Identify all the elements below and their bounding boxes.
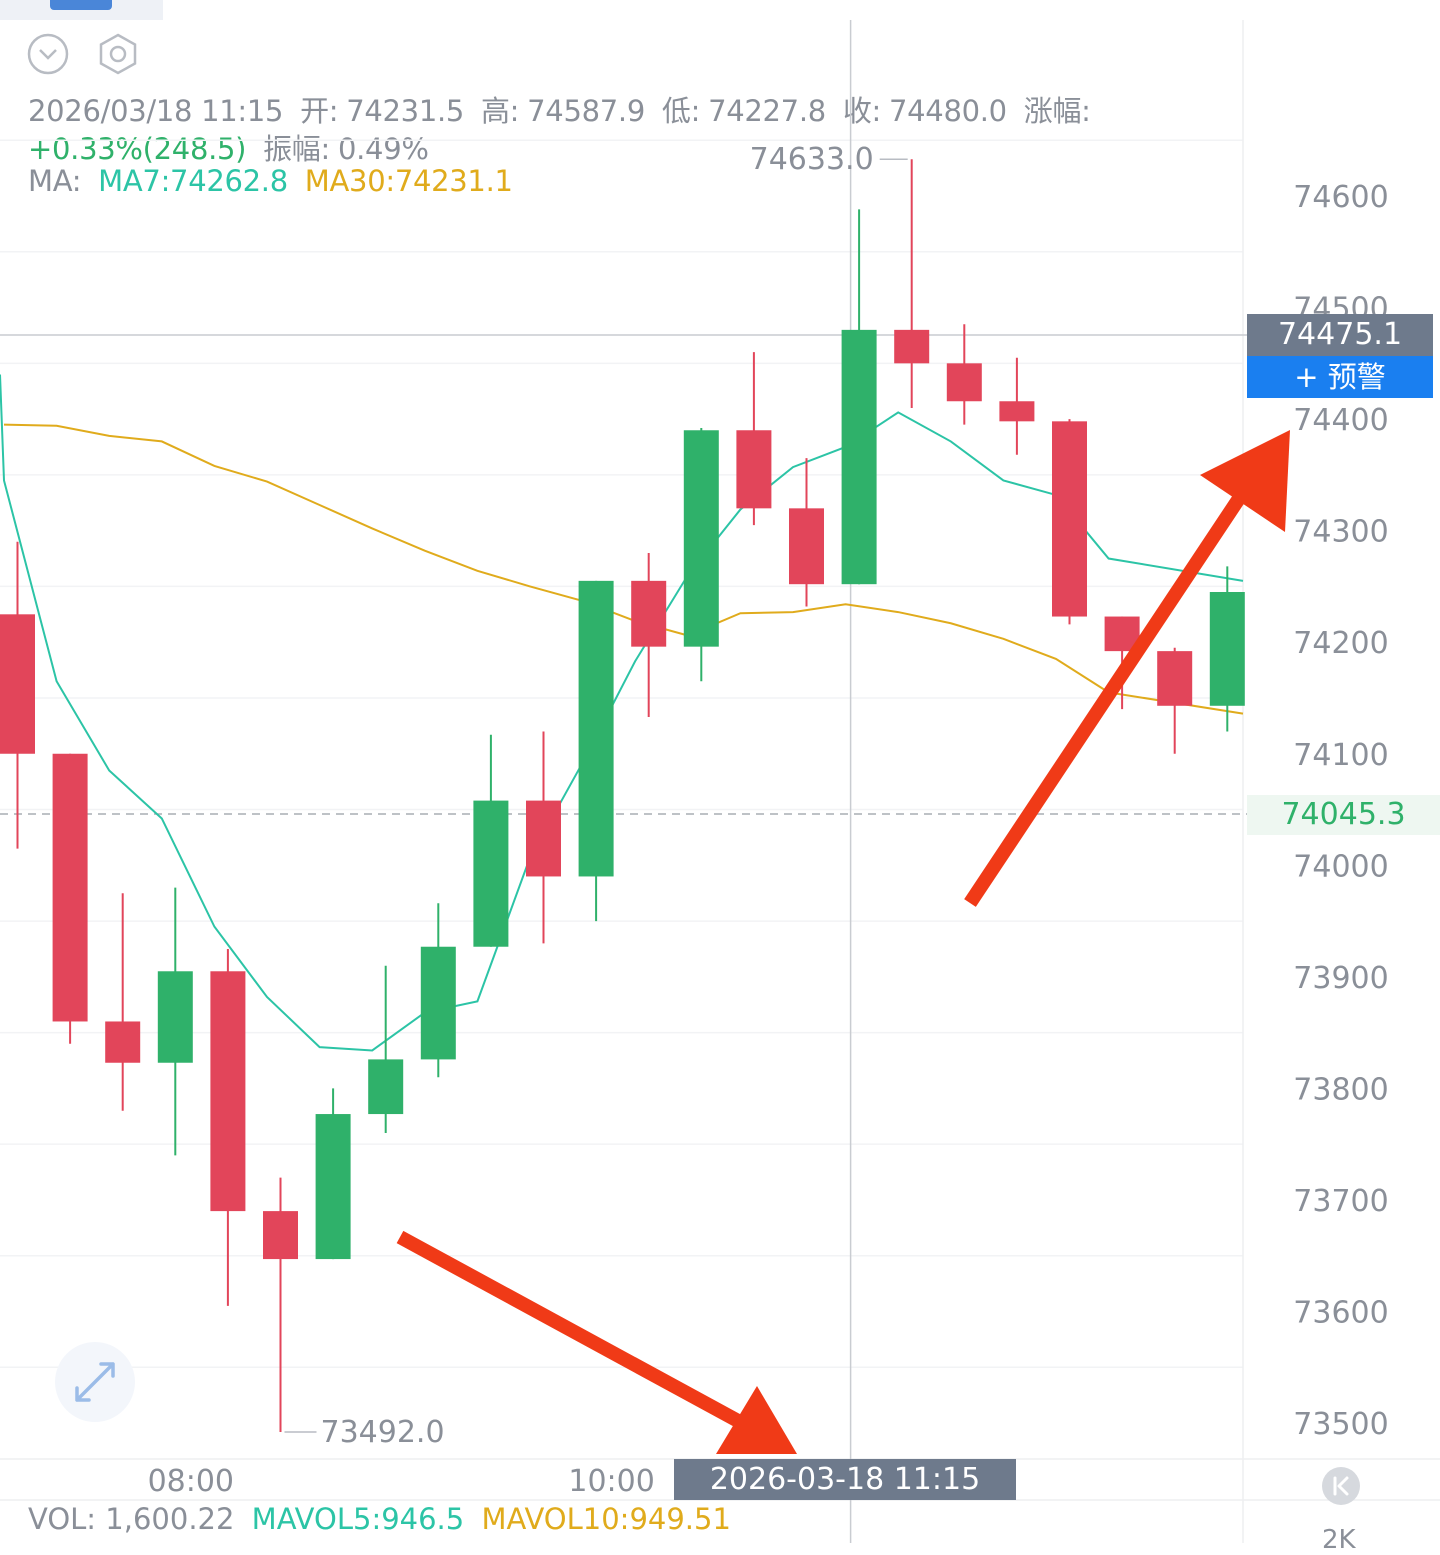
- expand-arrows-icon: [75, 1362, 115, 1402]
- volume-info-row: VOL: 1,600.22 MAVOL5:946.5 MAVOL10:949.5…: [28, 1502, 739, 1536]
- low-label: 低:: [661, 94, 701, 128]
- y-tick-label: 73900: [1293, 961, 1388, 996]
- close-value: 74480.0: [889, 94, 1007, 128]
- top-tab-indicator[interactable]: [50, 0, 112, 10]
- ma30-value: MA30:74231.1: [304, 164, 513, 198]
- candle-body: [263, 1211, 298, 1260]
- y-tick-label: 73500: [1293, 1407, 1388, 1442]
- annotation-arrow-up-shaft: [964, 496, 1244, 907]
- volume-axis-label: 2K: [1322, 1525, 1356, 1555]
- current-price-label: 74045.3: [1247, 795, 1440, 835]
- candle-body: [105, 1021, 141, 1063]
- amplitude-value: 0.49%: [337, 132, 429, 166]
- candle-body: [1209, 592, 1245, 706]
- amplitude-label: 振幅:: [263, 132, 330, 166]
- y-tick-label: 73700: [1293, 1184, 1388, 1219]
- y-tick-label: 73600: [1293, 1296, 1388, 1331]
- mavol10-value: MAVOL10:949.51: [481, 1502, 731, 1536]
- low-value: 74227.8: [708, 94, 826, 128]
- back-to-latest-button[interactable]: [1322, 1467, 1360, 1505]
- y-tick-label: 74200: [1293, 626, 1388, 661]
- candle-body: [789, 508, 824, 585]
- change-label: 涨幅:: [1023, 94, 1091, 128]
- close-label: 收:: [842, 94, 881, 128]
- candle-body: [52, 753, 88, 1022]
- y-tick-label: 74400: [1293, 403, 1388, 438]
- dropdown-circle-icon[interactable]: [27, 33, 69, 75]
- expand-button[interactable]: [55, 1342, 135, 1422]
- candle-body: [315, 1114, 351, 1260]
- candle-body: [1052, 421, 1087, 617]
- candle-body: [946, 363, 982, 402]
- candle-body: [157, 971, 193, 1063]
- change-value: +0.33%(248.5): [28, 132, 247, 166]
- settings-hexagon-icon[interactable]: [97, 33, 139, 75]
- ma-info-row: MA: MA7:74262.8 MA30:74231.1: [28, 164, 521, 198]
- skip-back-icon: [1333, 1476, 1349, 1496]
- vol-value: VOL: 1,600.22: [28, 1502, 235, 1536]
- high-value: 74587.9: [527, 94, 645, 128]
- datetime: 2026/03/18 11:15: [28, 94, 284, 128]
- candle-body: [1157, 651, 1193, 706]
- candle-body: [999, 401, 1035, 422]
- y-tick-label: 74000: [1293, 849, 1388, 884]
- y-tick-label: 74300: [1293, 515, 1388, 550]
- open-value: 74231.5: [346, 94, 465, 128]
- candle-body: [210, 971, 246, 1212]
- candle-body: [526, 800, 561, 877]
- candle-body: [368, 1059, 404, 1115]
- candle-body: [841, 329, 877, 585]
- top-tab-area: [0, 0, 163, 20]
- candle-body: [894, 329, 930, 364]
- y-tick-label: 73800: [1293, 1072, 1388, 1107]
- candle-body: [578, 580, 614, 877]
- annotation-arrow-down-head: [716, 1386, 797, 1454]
- crosshair-price-tag: 74475.1: [1247, 314, 1433, 356]
- high-label: 高:: [480, 94, 520, 128]
- add-alert-button[interactable]: + 预警: [1247, 356, 1433, 398]
- max-price-label: 74633.0: [750, 142, 874, 177]
- x-tick-label: 08:00: [148, 1464, 234, 1499]
- candle-body: [736, 430, 772, 509]
- y-tick-label: 74100: [1293, 738, 1388, 773]
- min-price-label: 73492.0: [321, 1415, 445, 1450]
- x-tick-label: 10:00: [568, 1464, 654, 1499]
- ma-label: MA:: [28, 164, 82, 198]
- candle-body: [420, 946, 456, 1060]
- ma7-value: MA7:74262.8: [98, 164, 288, 198]
- candle-body: [631, 580, 667, 647]
- ohlc-info-row: 2026/03/18 11:15 开: 74231.5 高: 74587.9 低: 7…: [28, 88, 1099, 130]
- open-label: 开:: [300, 94, 339, 128]
- annotation-arrow-down-shaft: [396, 1230, 744, 1429]
- candle-body: [473, 800, 509, 947]
- candle-body: [683, 430, 719, 647]
- y-tick-label: 74600: [1293, 180, 1388, 215]
- mavol5-value: MAVOL5:946.5: [251, 1502, 465, 1536]
- change-info-row: +0.33%(248.5) 振幅: 0.49%: [28, 126, 437, 168]
- candle-body: [0, 614, 35, 754]
- annotation-arrow-up-head: [1200, 430, 1290, 532]
- crosshair-time-tag: 2026-03-18 11:15: [674, 1459, 1016, 1500]
